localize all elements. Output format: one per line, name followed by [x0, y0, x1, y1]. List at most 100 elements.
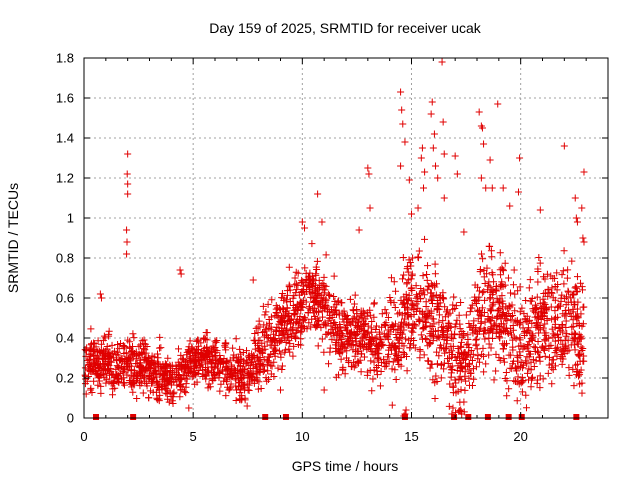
data-point — [564, 287, 572, 295]
data-point — [548, 380, 556, 388]
data-point — [394, 310, 402, 318]
data-point — [150, 360, 158, 368]
data-point — [344, 315, 352, 323]
data-point — [126, 377, 134, 385]
data-point — [562, 323, 570, 331]
data-point — [325, 360, 333, 368]
data-point — [261, 345, 269, 353]
data-point — [564, 336, 572, 344]
data-point — [534, 278, 542, 286]
x-axis-title: GPS time / hours — [292, 458, 399, 474]
data-point — [428, 98, 436, 106]
data-point — [331, 318, 339, 326]
data-point — [283, 304, 291, 312]
data-point — [247, 359, 255, 367]
data-point — [480, 266, 488, 274]
data-point — [360, 317, 368, 325]
data-point — [477, 318, 485, 326]
data-point — [541, 352, 549, 360]
data-point — [177, 351, 185, 359]
data-point — [551, 320, 559, 328]
data-point — [416, 316, 424, 324]
data-point — [322, 282, 330, 290]
data-point — [573, 368, 581, 376]
data-point — [180, 367, 188, 375]
data-point — [496, 266, 504, 274]
data-point — [465, 366, 473, 374]
data-point — [255, 345, 263, 353]
data-point — [262, 374, 270, 382]
data-point — [255, 356, 263, 364]
data-point — [530, 362, 538, 370]
data-point — [423, 276, 431, 284]
data-point — [270, 330, 278, 338]
data-point — [208, 348, 216, 356]
data-point — [419, 335, 427, 343]
data-point — [239, 357, 247, 365]
data-point — [398, 106, 406, 114]
data-point — [561, 307, 569, 315]
data-point — [95, 355, 103, 363]
data-point — [457, 338, 465, 346]
data-point — [265, 325, 273, 333]
data-point — [185, 404, 193, 412]
data-point — [469, 350, 477, 358]
data-point — [268, 336, 276, 344]
data-point — [404, 268, 412, 276]
data-point — [163, 362, 171, 370]
data-gap-marker — [262, 414, 269, 420]
data-point — [278, 365, 286, 373]
data-point — [299, 322, 307, 330]
data-point — [277, 353, 285, 361]
data-point — [176, 266, 184, 274]
data-point — [376, 342, 384, 350]
data-point — [402, 353, 410, 361]
data-point — [128, 362, 136, 370]
data-point — [264, 367, 272, 375]
data-point — [418, 308, 426, 316]
data-point — [278, 324, 286, 332]
data-point — [354, 318, 362, 326]
data-point — [534, 310, 542, 318]
data-point — [535, 329, 543, 337]
data-point — [536, 259, 544, 267]
data-point — [338, 330, 346, 338]
data-point — [239, 349, 247, 357]
data-point — [554, 331, 562, 339]
data-point — [472, 342, 480, 350]
data-point — [271, 349, 279, 357]
data-point — [437, 374, 445, 382]
data-point — [97, 382, 105, 390]
data-point — [375, 350, 383, 358]
data-point — [514, 319, 522, 327]
data-point — [477, 174, 485, 182]
data-point — [559, 267, 567, 275]
data-point — [453, 367, 461, 375]
data-point — [127, 356, 135, 364]
data-point — [391, 343, 399, 351]
data-gap-markers — [93, 414, 580, 420]
data-point — [366, 336, 374, 344]
data-point — [315, 316, 323, 324]
data-point — [385, 346, 393, 354]
data-point — [478, 250, 486, 258]
data-point — [518, 304, 526, 312]
data-point — [341, 370, 349, 378]
data-point — [185, 369, 193, 377]
data-point — [393, 351, 401, 359]
data-point — [351, 291, 359, 299]
data-point — [428, 360, 436, 368]
data-point — [323, 330, 331, 338]
data-point — [138, 348, 146, 356]
data-point — [392, 287, 400, 295]
data-point — [301, 224, 309, 232]
data-point — [154, 354, 162, 362]
data-point — [505, 385, 513, 393]
data-point — [222, 392, 230, 400]
data-point — [565, 346, 573, 354]
data-point — [100, 350, 108, 358]
data-point — [277, 386, 284, 394]
data-point — [337, 355, 345, 363]
data-point — [332, 373, 340, 381]
